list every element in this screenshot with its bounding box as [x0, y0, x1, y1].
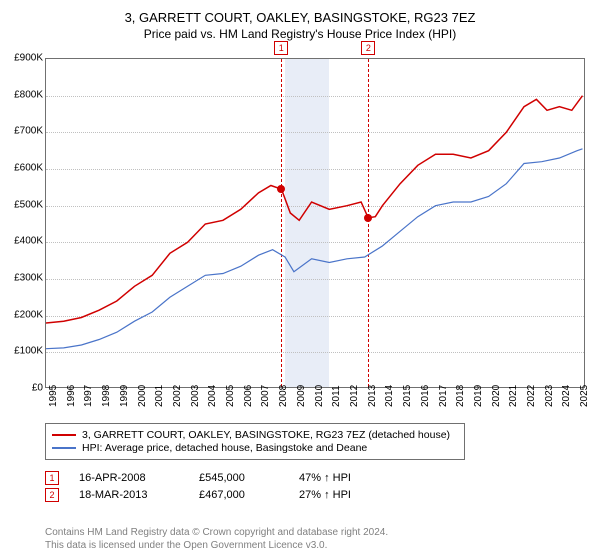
- sale-price: £467,000: [199, 489, 299, 501]
- sale-row: 2 18-MAR-2013 £467,000 27% ↑ HPI: [45, 488, 399, 502]
- sale-dot: [364, 214, 372, 222]
- series-line: [46, 96, 583, 323]
- y-tick-label: £400K: [3, 236, 43, 247]
- legend-item: HPI: Average price, detached house, Basi…: [52, 442, 458, 454]
- footer-line: Contains HM Land Registry data © Crown c…: [45, 526, 388, 539]
- legend-label: HPI: Average price, detached house, Basi…: [82, 442, 367, 454]
- sale-marker-box: 2: [361, 41, 375, 55]
- sale-dot: [277, 185, 285, 193]
- sale-marker-box: 1: [274, 41, 288, 55]
- sale-hpi: 27% ↑ HPI: [299, 489, 399, 501]
- y-tick-label: £500K: [3, 199, 43, 210]
- legend-swatch: [52, 447, 76, 449]
- y-tick-label: £100K: [3, 346, 43, 357]
- chart-area: 12 £0£100K£200K£300K£400K£500K£600K£700K…: [45, 58, 585, 388]
- footer: Contains HM Land Registry data © Crown c…: [45, 526, 388, 552]
- sale-row: 1 16-APR-2008 £545,000 47% ↑ HPI: [45, 471, 399, 485]
- y-tick-label: £800K: [3, 89, 43, 100]
- legend-item: 3, GARRETT COURT, OAKLEY, BASINGSTOKE, R…: [52, 429, 458, 441]
- sale-date: 16-APR-2008: [79, 472, 199, 484]
- sales-table: 1 16-APR-2008 £545,000 47% ↑ HPI 2 18-MA…: [45, 468, 399, 505]
- line-series: [46, 59, 586, 389]
- legend-label: 3, GARRETT COURT, OAKLEY, BASINGSTOKE, R…: [82, 429, 450, 441]
- y-tick-label: £300K: [3, 273, 43, 284]
- y-tick-label: £0: [3, 383, 43, 394]
- y-tick-label: £900K: [3, 53, 43, 64]
- y-tick-label: £200K: [3, 309, 43, 320]
- y-tick-label: £700K: [3, 126, 43, 137]
- sale-marker-icon: 1: [45, 471, 59, 485]
- sale-price: £545,000: [199, 472, 299, 484]
- legend-swatch: [52, 434, 76, 436]
- sale-marker-icon: 2: [45, 488, 59, 502]
- y-tick-label: £600K: [3, 163, 43, 174]
- plot-region: 12: [45, 58, 585, 388]
- series-line: [46, 149, 583, 349]
- chart-subtitle: Price paid vs. HM Land Registry's House …: [0, 27, 600, 41]
- footer-line: This data is licensed under the Open Gov…: [45, 539, 388, 552]
- chart-title: 3, GARRETT COURT, OAKLEY, BASINGSTOKE, R…: [0, 0, 600, 25]
- chart-container: 3, GARRETT COURT, OAKLEY, BASINGSTOKE, R…: [0, 0, 600, 560]
- sale-date: 18-MAR-2013: [79, 489, 199, 501]
- sale-hpi: 47% ↑ HPI: [299, 472, 399, 484]
- legend: 3, GARRETT COURT, OAKLEY, BASINGSTOKE, R…: [45, 423, 465, 460]
